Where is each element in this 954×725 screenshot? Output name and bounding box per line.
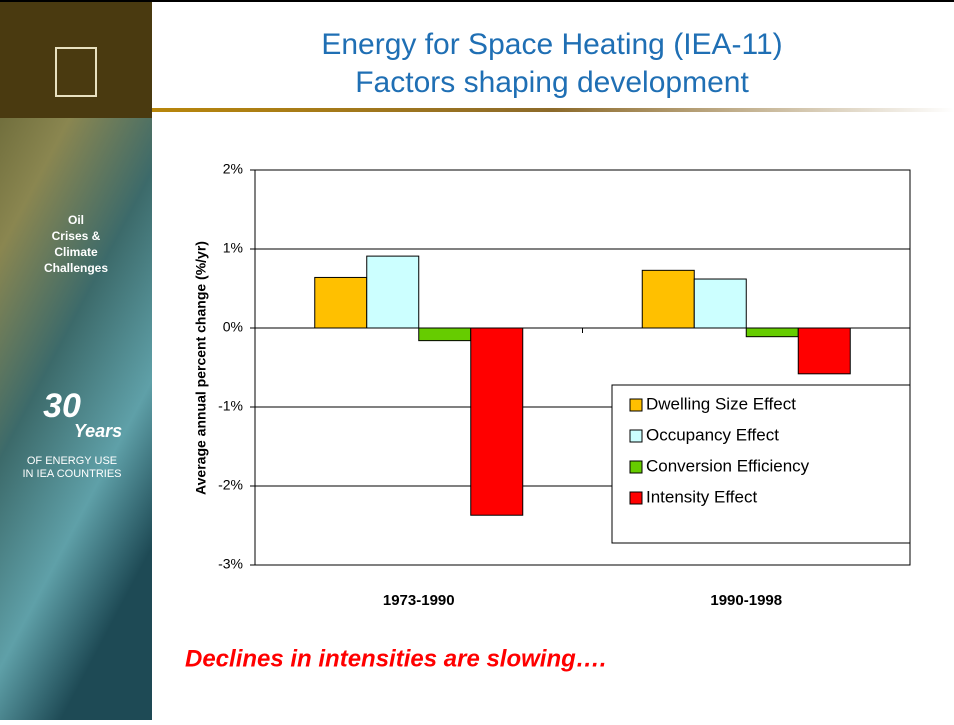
bar [641, 269, 695, 329]
legend-swatch [629, 460, 643, 474]
bar [314, 276, 368, 329]
x-tick-label: 1990-1998 [710, 592, 782, 609]
y-tick-label: -1% [218, 398, 243, 414]
title-line: Factors shaping development [355, 66, 749, 99]
y-tick-label: 0% [223, 319, 243, 335]
legend-label: Conversion Efficiency [646, 456, 810, 475]
legend-label: Intensity Effect [646, 487, 757, 506]
y-tick-label: -3% [218, 556, 243, 572]
y-tick-label: -2% [218, 477, 243, 493]
years-word: Years [74, 421, 122, 441]
logo-panel [0, 0, 152, 118]
bar [418, 327, 472, 342]
legend-swatch [629, 491, 643, 505]
title-rule [152, 108, 954, 112]
sidebar [0, 0, 152, 720]
caption: Declines in intensities are slowing…. [185, 645, 606, 672]
bar [366, 255, 420, 329]
y-tick-label: 1% [223, 240, 243, 256]
legend-swatch [629, 398, 643, 412]
x-tick-label: 1973-1990 [383, 592, 455, 609]
sidebar-tag: Crises & [52, 229, 101, 243]
sidebar-tag: Challenges [44, 261, 108, 275]
sidebar-tag: Climate [54, 245, 98, 259]
bar [693, 278, 747, 329]
sidebar-tag: Oil [68, 213, 84, 227]
top-border [0, 0, 954, 2]
legend-swatch [629, 429, 643, 443]
bar [470, 327, 524, 516]
bar [745, 327, 799, 338]
y-axis-label: Average annual percent change (%/yr) [193, 241, 209, 495]
sidebar-sub: IN IEA COUNTRIES [22, 468, 121, 480]
sidebar-sub: OF ENERGY USE [27, 455, 117, 467]
legend-label: Occupancy Effect [646, 425, 779, 444]
y-tick-label: 2% [223, 161, 243, 177]
legend-label: Dwelling Size Effect [646, 394, 796, 413]
years-number: 30 [43, 387, 81, 425]
bar [797, 327, 851, 375]
legend-box [611, 384, 911, 544]
title-line: Energy for Space Heating (IEA-11) [321, 28, 782, 61]
logo [55, 47, 97, 97]
